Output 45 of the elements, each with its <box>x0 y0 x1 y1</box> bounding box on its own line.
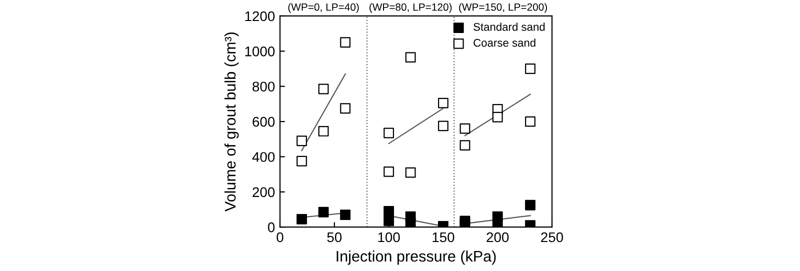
point <box>384 206 394 216</box>
point <box>340 37 350 48</box>
point <box>492 112 503 122</box>
point <box>525 116 536 127</box>
x-tick-label: 0 <box>276 232 284 242</box>
legend-label: Coarse sand <box>474 38 536 47</box>
point <box>384 166 394 177</box>
point <box>296 214 307 224</box>
point <box>318 206 329 218</box>
point <box>525 64 536 74</box>
point <box>460 140 470 151</box>
x-tick-label: 250 <box>541 232 564 242</box>
point <box>525 200 536 210</box>
x-tick-label: 200 <box>486 232 509 242</box>
y-tick-label: 600 <box>252 116 275 127</box>
point <box>296 156 307 166</box>
point <box>384 216 394 226</box>
x-tick-label: 100 <box>378 232 400 242</box>
x-tick-label: 50 <box>327 232 342 242</box>
point <box>405 218 416 228</box>
point <box>405 167 416 178</box>
x-tick-label: 150 <box>432 232 454 242</box>
y-tick-label: 1200 <box>245 11 275 22</box>
point <box>405 52 416 63</box>
point <box>460 218 470 228</box>
text: (WP=150, LP=200) <box>459 3 547 13</box>
y-tick-label: 800 <box>252 82 275 92</box>
text: (WP=80, LP=120) <box>370 3 452 13</box>
y-tick-label: 200 <box>252 187 275 198</box>
legend-label: Standard sand <box>474 22 545 31</box>
point <box>318 84 329 94</box>
point <box>384 128 394 138</box>
point <box>438 120 448 132</box>
point <box>460 123 470 134</box>
y-axis-title: Volume of grout bulb (cm³) <box>224 32 239 212</box>
text: (WP=0, LP=40) <box>288 3 359 13</box>
y-tick-label: 0 <box>268 222 275 232</box>
point <box>340 210 350 220</box>
point <box>340 103 350 114</box>
point <box>296 136 307 146</box>
point <box>318 126 329 136</box>
x-axis-title: Injection pressure (kPa) <box>336 250 496 265</box>
y-tick-label: 1000 <box>245 46 275 56</box>
point <box>438 98 448 108</box>
y-tick-label: 400 <box>252 152 275 162</box>
